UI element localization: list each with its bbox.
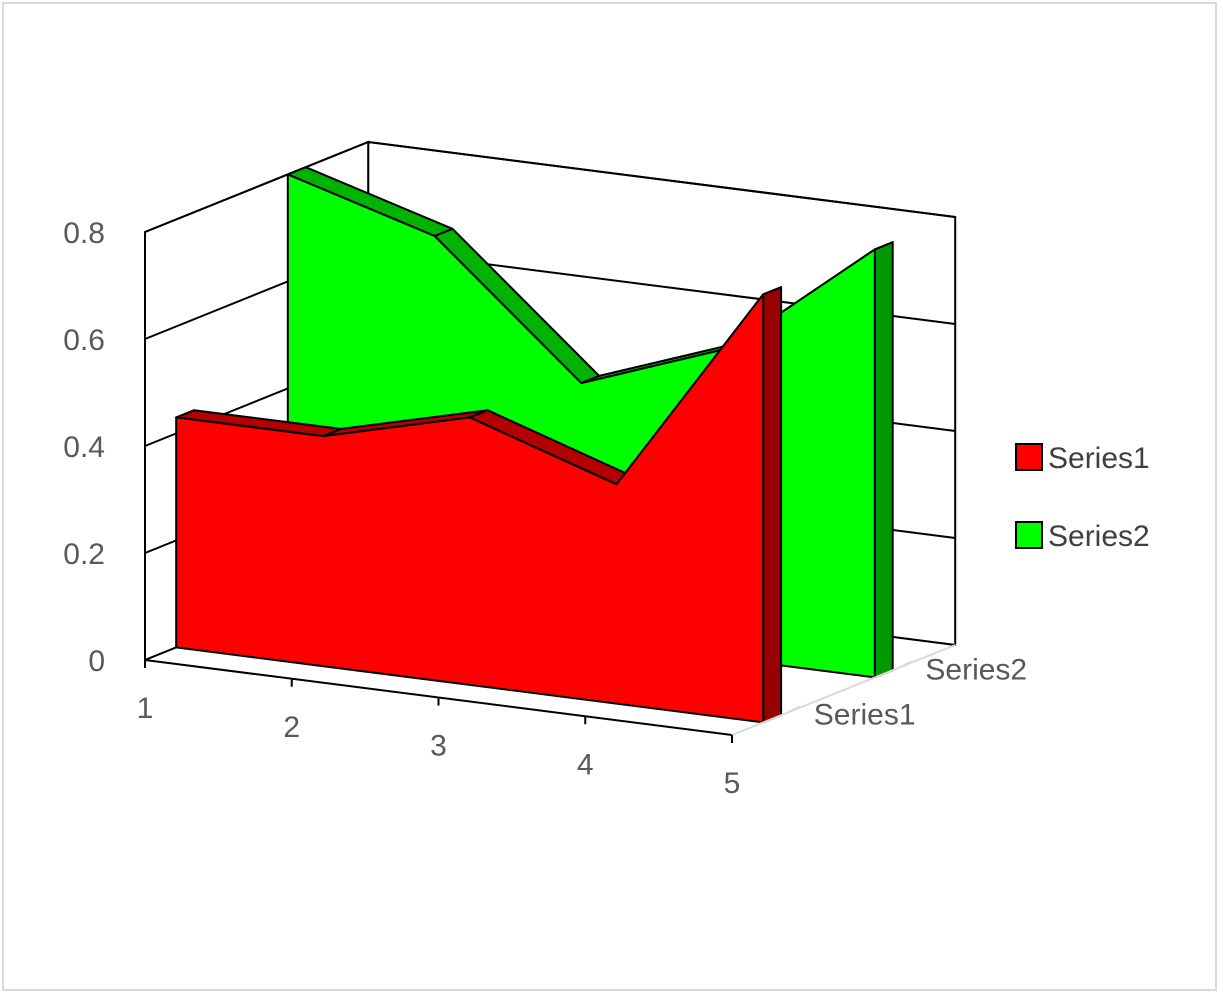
series-face-Series1: [175, 293, 765, 724]
gridline: [144, 140, 956, 233]
depth-tick-label: Series1: [814, 699, 916, 732]
legend-swatch-Series1: [1015, 443, 1043, 471]
y-tick-label: 0: [88, 645, 105, 678]
legend-swatch-Series2: [1015, 521, 1043, 549]
y-tick-label: 0.2: [63, 538, 105, 571]
y-tick-label: 0.4: [63, 431, 105, 464]
depth-tick-mark: [787, 705, 801, 714]
depth-tick-label: Series2: [925, 654, 1027, 687]
series-end-Series1: [762, 286, 783, 724]
depth-axis-line: [731, 644, 956, 736]
x-tick-label: 5: [724, 767, 741, 800]
legend-label-Series2: Series2: [1048, 520, 1150, 553]
x-tick-label: 3: [430, 730, 447, 763]
x-tick-label: 4: [577, 748, 594, 781]
tick-labels: 0 0.2 0.4 0.6 0.8 1 2 3 4 5 Series1 Series2: [63, 217, 1027, 800]
legend-label-Series1: Series1: [1048, 442, 1150, 475]
y-tick-label: 0.8: [63, 217, 105, 250]
x-tick-label: 2: [283, 711, 300, 744]
legend: Series1 Series2: [1015, 442, 1150, 553]
axes-front: [144, 232, 956, 743]
depth-tick-mark: [898, 660, 912, 669]
y-tick-label: 0.6: [63, 324, 105, 357]
series-end-Series2: [873, 241, 894, 679]
x-tick-label: 1: [137, 692, 154, 725]
series-front-layer: [175, 286, 783, 724]
